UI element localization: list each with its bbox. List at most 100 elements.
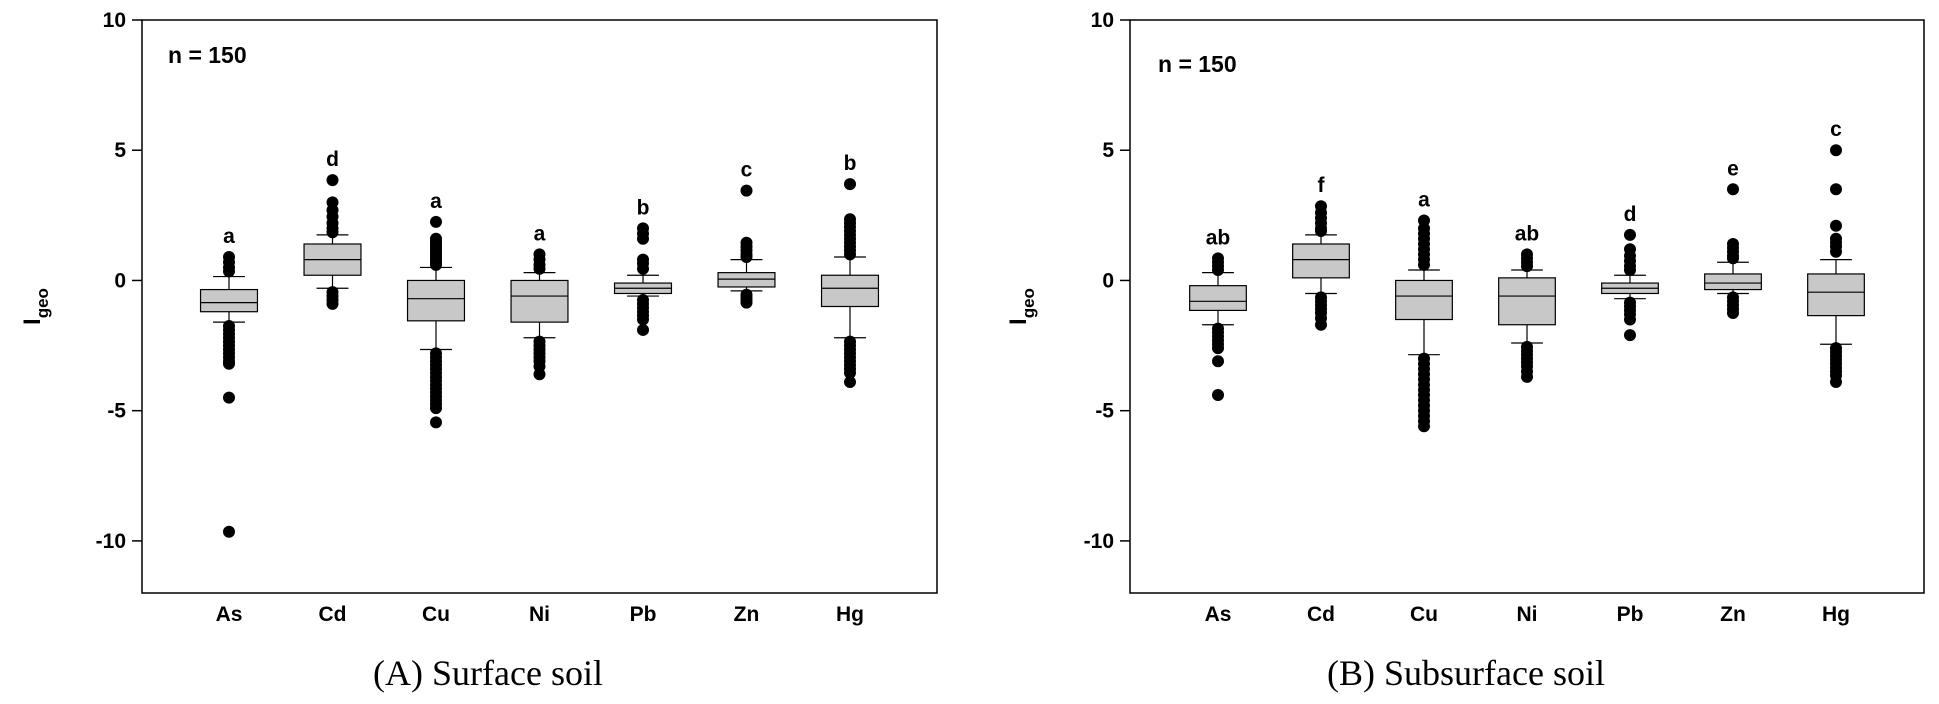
x-category-label: Cu — [422, 603, 450, 626]
box-iqr — [1292, 243, 1350, 279]
box-iqr — [1704, 273, 1762, 291]
box-zn: e — [1704, 157, 1762, 320]
outlier-point — [430, 402, 442, 415]
box-ni: ab — [1498, 222, 1556, 383]
outlier-point — [637, 323, 649, 336]
outlier-point — [844, 178, 856, 191]
outlier-point — [223, 525, 235, 538]
box-iqr — [1395, 279, 1453, 321]
outlier-point — [1727, 252, 1739, 265]
x-category-label: Zn — [1720, 603, 1746, 626]
y-axis-label: Igeo — [1005, 288, 1038, 325]
outlier-point — [1212, 355, 1224, 368]
box-iqr — [199, 288, 259, 313]
plot-frame — [141, 19, 938, 594]
outlier-point — [1418, 420, 1430, 433]
box-cd: f — [1292, 174, 1350, 331]
group-letter: b — [844, 152, 857, 175]
outlier-point — [844, 248, 856, 261]
group-letter: ab — [1206, 226, 1231, 249]
box-ni: a — [510, 222, 569, 381]
box-as: a — [199, 225, 259, 538]
y-tick-label: 5 — [1102, 139, 1114, 162]
x-category-label: Cd — [1307, 603, 1335, 626]
outlier-point — [1315, 318, 1327, 331]
outlier-point — [1830, 183, 1842, 196]
outlier-point — [740, 296, 753, 309]
x-category-label: Zn — [734, 603, 760, 626]
outlier-point — [223, 391, 235, 404]
box-hg: b — [820, 152, 880, 389]
outlier-point — [430, 215, 442, 228]
outlier-point — [637, 262, 649, 275]
outlier-point — [1830, 219, 1842, 232]
outlier-point — [1830, 245, 1842, 258]
outlier-point — [844, 366, 856, 379]
y-tick-label: 0 — [1102, 269, 1114, 292]
y-tick-label: -5 — [107, 400, 126, 423]
outlier-point — [637, 313, 649, 326]
panel-caption: (B) Subsurface soil — [1327, 653, 1605, 693]
sample-size-label: n = 150 — [1158, 51, 1237, 77]
outlier-point — [533, 262, 546, 275]
outlier-point — [1624, 264, 1636, 277]
box-iqr — [1498, 277, 1556, 326]
box-hg: c — [1807, 118, 1865, 389]
outlier-point — [1727, 307, 1739, 320]
group-letter: ab — [1515, 222, 1540, 245]
outlier-point — [1521, 260, 1533, 273]
outlier-point — [223, 265, 235, 278]
y-tick-label: 10 — [103, 9, 126, 32]
box-cd: d — [303, 148, 362, 310]
x-category-label: Hg — [836, 603, 864, 626]
x-category-label: Pb — [1617, 603, 1644, 626]
y-tick-label: -10 — [96, 530, 126, 553]
outlier-point — [326, 297, 339, 310]
outlier-point — [430, 416, 442, 429]
x-category-label: Cd — [319, 603, 347, 626]
group-letter: a — [430, 190, 442, 213]
x-category-label: Ni — [529, 603, 550, 626]
y-tick-label: 5 — [114, 139, 126, 162]
y-axis-label-subscript: geo — [33, 288, 52, 318]
outlier-point — [326, 226, 339, 239]
outlier-point — [637, 232, 649, 245]
box-iqr — [717, 272, 776, 288]
group-letter: f — [1318, 174, 1326, 197]
y-tick-label: -10 — [1084, 530, 1114, 553]
outlier-point — [1212, 264, 1224, 277]
outlier-point — [1212, 389, 1224, 402]
sample-size-label: n = 150 — [168, 42, 247, 68]
outlier-point — [1830, 376, 1842, 389]
group-letter: a — [534, 222, 546, 245]
outlier-point — [1624, 313, 1636, 326]
box-iqr — [406, 279, 466, 322]
outlier-point — [1624, 228, 1636, 241]
outlier-point — [326, 174, 339, 187]
outlier-point — [430, 258, 442, 271]
group-letter: e — [1727, 157, 1739, 180]
x-category-label: Cu — [1410, 603, 1438, 626]
box-cu: a — [1395, 189, 1453, 433]
group-letter: a — [223, 225, 235, 248]
panel-caption: (A) Surface soil — [373, 653, 603, 693]
y-tick-label: -5 — [1095, 400, 1114, 423]
x-category-label: As — [216, 603, 243, 626]
box-iqr — [1189, 285, 1247, 312]
box-iqr — [1807, 273, 1865, 317]
y-axis-label-subscript: geo — [1019, 288, 1038, 318]
box-as: ab — [1189, 226, 1247, 402]
panel-subsurface-soil: 10 5 0 -5 -10 Igeo n = 150 ab As f Cd a Cu ab Ni d Pb e Zn… — [1005, 9, 1925, 693]
x-category-label: Pb — [630, 603, 657, 626]
outlier-point — [1624, 329, 1636, 342]
group-letter: d — [326, 148, 339, 171]
box-zn: c — [717, 159, 776, 309]
x-category-label: Hg — [1822, 603, 1850, 626]
group-letter: b — [637, 196, 650, 219]
group-letter: c — [1830, 118, 1842, 141]
outlier-point — [740, 184, 753, 197]
x-category-label: Ni — [1517, 603, 1538, 626]
x-category-label: As — [1205, 603, 1232, 626]
outlier-point — [223, 357, 235, 370]
box-pb: d — [1601, 203, 1659, 342]
